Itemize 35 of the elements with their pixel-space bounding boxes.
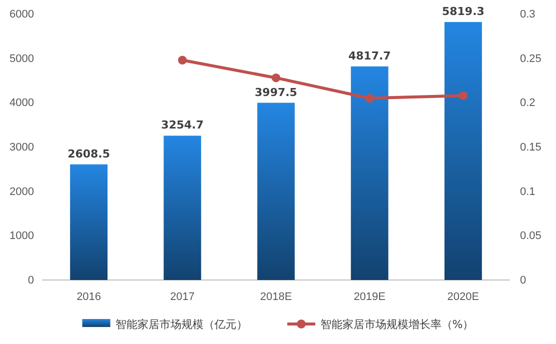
x-tick-label: 2020E xyxy=(447,290,480,303)
point xyxy=(365,94,374,103)
y2-tick-label: 0.05 xyxy=(520,230,542,242)
y-tick-label: 0 xyxy=(28,274,34,287)
y-tick-label: 6000 xyxy=(10,8,34,21)
y-tick-label: 3000 xyxy=(10,142,34,154)
y2-tick-label: 0.2 xyxy=(520,97,536,110)
bar xyxy=(164,136,202,280)
data-label: 2608.5 xyxy=(68,147,110,160)
data-label: 4817.7 xyxy=(348,49,391,62)
point xyxy=(272,73,280,82)
y-tick-label: 5000 xyxy=(10,52,34,65)
y-tick-label: 2000 xyxy=(10,186,34,198)
y-tick-label: 4000 xyxy=(10,97,34,110)
legend-label: 智能家居市场规模增长率（%） xyxy=(320,318,474,331)
x-tick-label: 2016 xyxy=(76,290,102,303)
legend-label: 智能家居市场规模（亿元） xyxy=(115,318,248,331)
data-label: 3254.7 xyxy=(161,118,204,132)
bar xyxy=(444,22,482,280)
bar xyxy=(257,102,295,280)
y2-tick-label: 0.15 xyxy=(520,142,542,154)
y2-tick-label: 0.3 xyxy=(520,8,536,21)
y2-tick-label: 0 xyxy=(520,274,526,287)
bar xyxy=(70,164,108,280)
x-tick-label: 2019E xyxy=(354,290,386,303)
data-label: 3997.5 xyxy=(254,86,298,99)
x-tick-label: 2018E xyxy=(260,290,292,303)
y2-tick-label: 0.25 xyxy=(520,52,542,65)
y2-tick-label: 0.1 xyxy=(520,186,536,198)
x-tick-label: 2017 xyxy=(170,290,195,303)
point xyxy=(458,91,468,100)
y-tick-label: 1000 xyxy=(10,230,34,242)
bar xyxy=(350,66,388,280)
data-label: 5819.3 xyxy=(442,5,484,18)
point xyxy=(178,56,187,64)
